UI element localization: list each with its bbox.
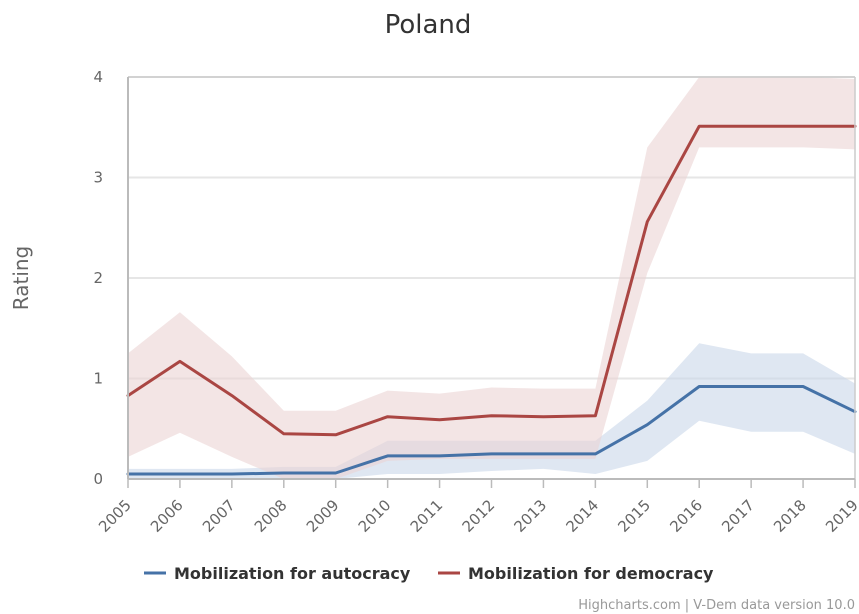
line-series-1[interactable] xyxy=(126,124,857,437)
y-axis-label: Rating xyxy=(9,246,33,310)
y-tick-label: 3 xyxy=(93,169,103,187)
x-tick-label: 2014 xyxy=(562,496,602,536)
x-tick-label: 2007 xyxy=(199,496,239,536)
legend-item-1[interactable]: Mobilization for democracy xyxy=(438,564,714,583)
legend-label: Mobilization for autocracy xyxy=(174,564,411,583)
y-tick-label: 2 xyxy=(93,269,103,287)
x-tick-label: 2010 xyxy=(355,496,395,536)
legend-item-0[interactable]: Mobilization for autocracy xyxy=(144,564,411,583)
x-tick-label: 2017 xyxy=(718,496,758,536)
chart-title: Poland xyxy=(385,10,472,40)
y-tick-label: 4 xyxy=(93,68,103,86)
line-series-0[interactable] xyxy=(126,385,857,476)
series-lines xyxy=(126,124,857,476)
band-series-0 xyxy=(128,343,855,479)
x-tick-label: 2009 xyxy=(303,496,343,536)
y-tick-label: 0 xyxy=(93,470,103,488)
legend[interactable]: Mobilization for autocracy Mobilization f… xyxy=(144,564,714,583)
y-tick-label: 1 xyxy=(93,370,103,388)
x-tick-label: 2005 xyxy=(95,496,135,536)
x-tick-label: 2006 xyxy=(147,496,187,536)
band-series-1 xyxy=(128,77,855,479)
x-tick-label: 2012 xyxy=(459,496,499,536)
x-tick-label: 2016 xyxy=(666,496,706,536)
credits[interactable]: Highcharts.com | V-Dem data version 10.0 xyxy=(578,598,855,613)
x-tick-label: 2008 xyxy=(251,496,291,536)
x-tick-label: 2011 xyxy=(407,496,447,536)
x-tick-label: 2013 xyxy=(511,496,551,536)
x-tick-label: 2015 xyxy=(614,496,654,536)
confidence-bands xyxy=(128,77,855,479)
legend-label: Mobilization for democracy xyxy=(468,564,714,583)
x-tick-label: 2019 xyxy=(822,496,859,536)
x-tick-label: 2018 xyxy=(770,496,810,536)
